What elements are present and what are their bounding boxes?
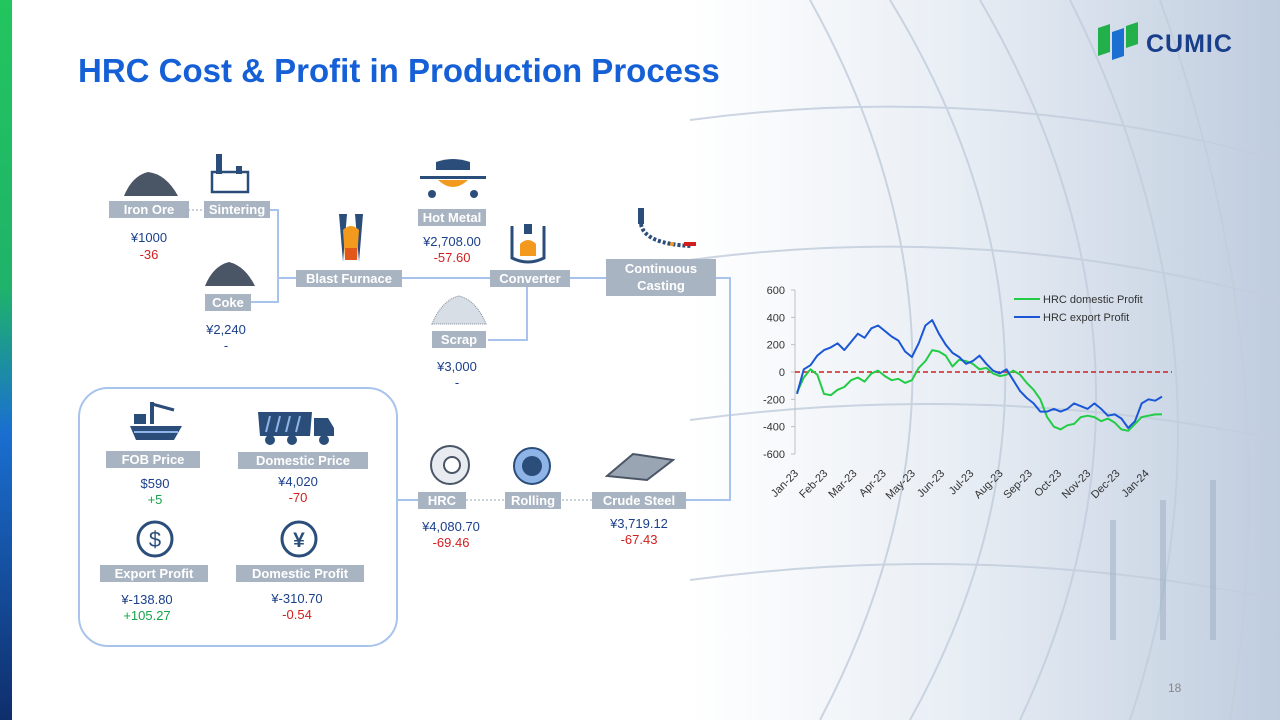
hot-metal-label: Hot Metal bbox=[418, 209, 486, 226]
scrap-change: - bbox=[454, 375, 460, 390]
hrc-price: ¥4,080.70 bbox=[422, 519, 480, 534]
continuous-casting-label-line2: Casting bbox=[637, 278, 685, 293]
hrc-label: HRC bbox=[418, 492, 466, 509]
coke-change: - bbox=[223, 338, 229, 353]
crude-steel-price: ¥3,719.12 bbox=[610, 516, 668, 531]
hrc-coil-icon bbox=[428, 444, 472, 491]
y-tick-label: 200 bbox=[767, 340, 785, 352]
export-profit-change: +105.27 bbox=[123, 608, 171, 623]
converter-label: Converter bbox=[490, 270, 570, 287]
x-tick-label: Nov-23 bbox=[1060, 468, 1094, 502]
x-tick-label: Jan-24 bbox=[1120, 468, 1152, 500]
coke-price: ¥2,240 bbox=[206, 322, 246, 337]
crude-steel-slab-icon bbox=[604, 452, 676, 487]
x-tick-label: Feb-23 bbox=[797, 468, 830, 501]
crude-steel-label: Crude Steel bbox=[592, 492, 686, 509]
x-tick-label: Sep-23 bbox=[1001, 468, 1035, 502]
x-tick-label: Jun-23 bbox=[915, 468, 947, 500]
y-tick-label: -400 bbox=[763, 422, 785, 434]
yen-coin-icon: ¥ bbox=[279, 519, 319, 564]
hot-metal-price: ¥2,708.00 bbox=[423, 234, 481, 249]
background-architecture-image bbox=[690, 0, 1280, 720]
chart-series bbox=[796, 319, 1163, 432]
continuous-casting-label: Continuous Casting bbox=[606, 259, 716, 296]
domestic-price-label: Domestic Price bbox=[238, 452, 368, 469]
domestic-price-change: -70 bbox=[288, 490, 308, 505]
sintering-label: Sintering bbox=[204, 201, 270, 218]
converter-vessel-icon bbox=[508, 222, 548, 271]
blast-furnace-label: Blast Furnace bbox=[296, 270, 402, 287]
x-tick-label: Oct-23 bbox=[1032, 468, 1064, 500]
iron-ore-pile-icon bbox=[122, 168, 180, 203]
brand-name: CUMIC bbox=[1146, 30, 1233, 58]
continuous-casting-label-line1: Continuous bbox=[624, 261, 698, 276]
fob-price-label: FOB Price bbox=[106, 451, 200, 468]
coke-pile-icon bbox=[203, 260, 257, 293]
x-tick-label: Jan-23 bbox=[769, 468, 801, 500]
cargo-ship-icon bbox=[130, 400, 182, 449]
rolling-roller-icon bbox=[512, 446, 552, 491]
y-tick-label: -200 bbox=[763, 394, 785, 406]
domestic-profit-label: Domestic Profit bbox=[236, 565, 364, 582]
cumic-logo: CUMIC bbox=[1096, 22, 1256, 68]
dollar-coin-icon: $ bbox=[135, 519, 175, 564]
y-tick-label: 600 bbox=[767, 285, 785, 297]
hrc-change: -69.46 bbox=[432, 535, 470, 550]
page-title: HRC Cost & Profit in Production Process bbox=[78, 52, 720, 89]
scrap-label: Scrap bbox=[432, 331, 486, 348]
y-axis: 600 400 200 0 -200 -400 -600 bbox=[763, 285, 1172, 461]
series-line-hrc-domestic-profit bbox=[796, 349, 1162, 432]
dump-truck-icon bbox=[256, 408, 336, 451]
series-line-hrc-export-profit bbox=[796, 319, 1163, 429]
hot-metal-ladle-icon bbox=[420, 158, 486, 205]
price-profit-summary-box bbox=[78, 387, 398, 647]
sintering-plant-icon bbox=[210, 152, 250, 199]
x-tick-label: Mar-23 bbox=[826, 468, 859, 501]
domestic-price-value: ¥4,020 bbox=[278, 474, 318, 489]
rolling-label: Rolling bbox=[505, 492, 561, 509]
y-tick-label: -600 bbox=[763, 449, 785, 461]
domestic-profit-change: -0.54 bbox=[282, 607, 312, 622]
crude-steel-change: -67.43 bbox=[620, 532, 658, 547]
y-tick-label: 400 bbox=[767, 312, 785, 324]
x-tick-label: May-23 bbox=[884, 468, 918, 502]
y-tick-label: 0 bbox=[779, 367, 785, 379]
chart-legend: HRC domestic Profit HRC export Profit bbox=[1014, 294, 1143, 324]
continuous-casting-icon bbox=[632, 206, 702, 257]
fob-price-value: $590 bbox=[140, 476, 170, 491]
hrc-profit-line-chart: 600 400 200 0 -200 -400 -600 Jan-23Feb-23Mar-2… bbox=[763, 285, 1172, 502]
svg-text:$: $ bbox=[149, 527, 161, 552]
scrap-price: ¥3,000 bbox=[437, 359, 477, 374]
scrap-pile-icon bbox=[430, 292, 488, 331]
x-tick-label: Dec-23 bbox=[1089, 468, 1123, 502]
fob-price-change: +5 bbox=[147, 492, 163, 507]
iron-ore-price: ¥1000 bbox=[130, 230, 168, 245]
page-number: 18 bbox=[1168, 681, 1182, 695]
svg-text:¥: ¥ bbox=[293, 529, 305, 552]
iron-ore-label: Iron Ore bbox=[109, 201, 189, 218]
domestic-profit-value: ¥-310.70 bbox=[271, 591, 323, 606]
export-profit-value: ¥-138.80 bbox=[121, 592, 173, 607]
legend-entry: HRC export Profit bbox=[1043, 312, 1129, 324]
logo-mark-icon bbox=[1098, 22, 1138, 60]
x-tick-label: Aug-23 bbox=[972, 468, 1006, 502]
hot-metal-change: -57.60 bbox=[433, 250, 471, 265]
legend-entry: HRC domestic Profit bbox=[1043, 294, 1143, 306]
iron-ore-change: -36 bbox=[139, 247, 159, 262]
blast-furnace-icon bbox=[333, 212, 369, 271]
side-accent-stripe bbox=[0, 0, 12, 720]
coke-label: Coke bbox=[205, 294, 251, 311]
export-profit-label: Export Profit bbox=[100, 565, 208, 582]
